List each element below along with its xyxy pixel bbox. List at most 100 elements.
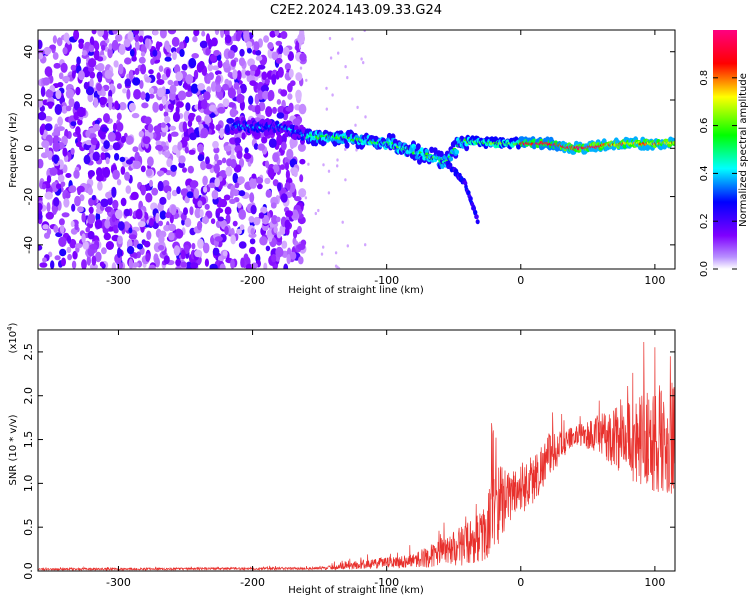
noise-blob: [303, 191, 306, 195]
colorbar-tick-label: 0.6: [699, 118, 710, 134]
noise-blob: [217, 60, 223, 69]
noise-blob: [271, 51, 279, 61]
noise-blob: [222, 83, 229, 91]
noise-blob: [75, 141, 83, 148]
noise-blob: [184, 195, 190, 204]
noise-blob: [201, 216, 209, 224]
noise-blob: [117, 247, 122, 258]
noise-blob: [186, 191, 194, 199]
noise-blob: [74, 243, 83, 249]
x-tick-label: -300: [106, 576, 131, 589]
noise-blob: [88, 197, 95, 207]
noise-blob: [82, 241, 89, 250]
noise-blob: [120, 135, 126, 144]
noise-blob: [238, 190, 246, 197]
noise-blob: [115, 34, 123, 42]
noise-blob: [171, 36, 180, 47]
noise-blob: [105, 157, 110, 165]
noise-blob: [140, 184, 146, 196]
noise-blob: [197, 83, 206, 91]
noise-blob: [230, 258, 235, 269]
noise-blob: [145, 252, 151, 262]
noise-blob: [53, 197, 60, 207]
noise-blob: [172, 144, 179, 154]
noise-blob: [203, 91, 211, 101]
signal-blob: [448, 156, 454, 162]
noise-blob: [156, 79, 165, 85]
noise-blob: [166, 190, 172, 201]
noise-blob: [208, 38, 212, 50]
noise-blob: [224, 206, 232, 215]
noise-blob: [168, 232, 175, 241]
noise-blob: [118, 44, 126, 55]
noise-blob: [157, 244, 165, 251]
noise-blob: [70, 147, 75, 155]
noise-blob: [96, 83, 102, 92]
noise-blob: [159, 210, 167, 220]
noise-blob: [148, 264, 156, 269]
noise-blob: [86, 255, 92, 266]
noise-blob: [65, 105, 72, 112]
noise-blob: [264, 177, 271, 185]
noise-blob: [92, 151, 101, 162]
y-tick-label: 2.0: [22, 387, 35, 405]
signal-blob: [285, 120, 291, 127]
colorbar-tick-label: 0.8: [699, 70, 710, 86]
signal-blob: [440, 164, 445, 169]
noise-blob: [327, 169, 331, 173]
noise-blob: [185, 91, 193, 98]
noise-blob: [45, 211, 54, 220]
snr-y-label: SNR (10 * v/v): [8, 414, 19, 485]
noise-blob: [40, 86, 46, 97]
noise-blob: [265, 106, 273, 118]
signal-blob: [473, 210, 478, 215]
noise-blob: [104, 69, 113, 79]
noise-blob: [210, 218, 216, 225]
noise-blob: [65, 192, 71, 199]
noise-blob: [267, 42, 274, 50]
noise-blob: [114, 100, 119, 110]
noise-blob: [156, 72, 161, 81]
noise-blob: [120, 166, 126, 175]
noise-blob: [232, 172, 239, 184]
noise-blob: [62, 47, 68, 55]
noise-blob: [65, 173, 72, 178]
noise-blob: [200, 127, 209, 139]
noise-blob: [164, 56, 172, 62]
noise-blob: [291, 209, 299, 219]
noise-blob: [53, 62, 61, 69]
noise-blob: [140, 165, 146, 173]
noise-blob: [107, 47, 113, 59]
noise-blob: [280, 89, 288, 97]
noise-blob: [81, 212, 86, 223]
noise-blob: [198, 60, 205, 71]
noise-blob: [200, 160, 207, 171]
noise-blob: [229, 108, 237, 118]
noise-blob: [344, 178, 347, 182]
x-tick-label: -100: [374, 576, 399, 589]
x-tick-label: -200: [240, 274, 265, 287]
noise-blob: [97, 30, 104, 37]
snr-multiplier: (x104): [6, 322, 19, 353]
noise-blob: [60, 181, 66, 188]
noise-blob: [155, 140, 162, 147]
noise-blob: [283, 263, 289, 269]
noise-blob: [251, 173, 257, 179]
noise-blob: [164, 149, 171, 158]
x-tick-label: 100: [644, 274, 665, 287]
noise-blob: [204, 116, 212, 124]
noise-blob: [148, 69, 154, 75]
noise-blob: [255, 49, 262, 56]
noise-blob: [93, 49, 100, 61]
noise-blob: [108, 89, 113, 99]
noise-blob: [65, 88, 75, 99]
noise-blob: [89, 71, 96, 79]
noise-blob: [166, 158, 173, 168]
noise-blob: [194, 207, 202, 219]
spectrogram-y-axis: -40 -20 0 20 40: [22, 45, 675, 254]
noise-blob: [219, 263, 226, 269]
noise-blob: [122, 88, 127, 94]
noise-blob: [112, 169, 120, 180]
noise-blob: [356, 105, 359, 109]
noise-blob: [180, 249, 186, 260]
